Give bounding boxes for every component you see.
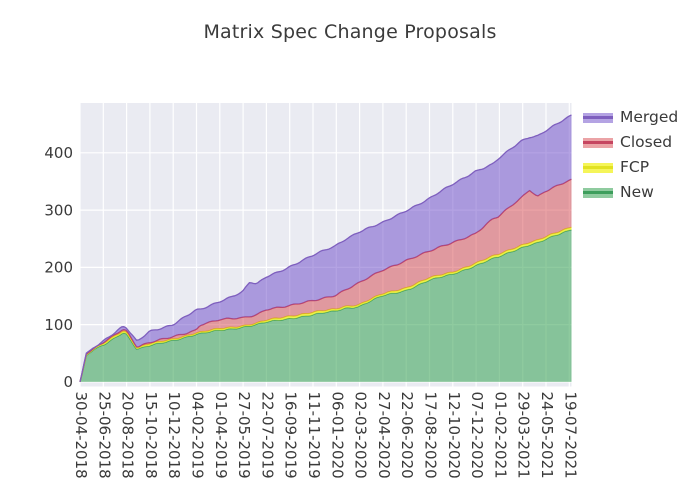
svg-text:10-12-2018: 10-12-2018: [165, 392, 183, 479]
svg-text:22-06-2020: 22-06-2020: [398, 392, 416, 479]
legend-item-fcp: FCP: [583, 158, 678, 177]
legend-label-closed: Closed: [620, 133, 673, 151]
svg-text:22-07-2019: 22-07-2019: [258, 392, 276, 479]
svg-text:07-12-2020: 07-12-2020: [468, 392, 486, 479]
svg-text:27-05-2019: 27-05-2019: [235, 392, 253, 479]
svg-text:29-03-2021: 29-03-2021: [515, 392, 533, 479]
svg-text:200: 200: [44, 259, 73, 277]
legend-item-merged: Merged: [583, 108, 678, 127]
new-swatch-icon: [583, 187, 613, 198]
svg-text:06-01-2020: 06-01-2020: [328, 392, 346, 479]
svg-text:300: 300: [44, 201, 73, 219]
svg-text:25-06-2018: 25-06-2018: [95, 392, 113, 479]
svg-text:24-05-2021: 24-05-2021: [538, 392, 556, 479]
svg-text:16-09-2019: 16-09-2019: [282, 392, 300, 479]
svg-text:27-04-2020: 27-04-2020: [375, 392, 393, 479]
chart-title: Matrix Spec Change Proposals: [203, 21, 497, 43]
svg-text:11-11-2019: 11-11-2019: [305, 392, 323, 479]
svg-text:19-07-2021: 19-07-2021: [561, 392, 579, 479]
svg-text:15-10-2018: 15-10-2018: [142, 392, 160, 479]
svg-text:30-04-2018: 30-04-2018: [72, 392, 90, 479]
legend: Merged Closed FCP New: [583, 108, 678, 202]
legend-label-fcp: FCP: [620, 158, 650, 176]
legend-label-merged: Merged: [620, 108, 679, 126]
svg-text:04-02-2019: 04-02-2019: [189, 392, 207, 479]
svg-text:400: 400: [44, 144, 73, 162]
legend-item-closed: Closed: [583, 133, 678, 152]
legend-label-new: New: [620, 183, 654, 201]
svg-text:12-10-2020: 12-10-2020: [445, 392, 463, 479]
fcp-swatch-icon: [583, 162, 613, 173]
closed-swatch-icon: [583, 137, 613, 148]
svg-text:01-02-2021: 01-02-2021: [491, 392, 509, 479]
svg-text:17-08-2020: 17-08-2020: [422, 392, 440, 479]
svg-text:20-08-2018: 20-08-2018: [119, 392, 137, 479]
svg-text:0: 0: [63, 373, 73, 391]
legend-item-new: New: [583, 183, 678, 202]
merged-swatch-icon: [583, 112, 613, 123]
svg-text:01-04-2019: 01-04-2019: [212, 392, 230, 479]
svg-text:02-03-2020: 02-03-2020: [352, 392, 370, 479]
svg-text:100: 100: [44, 316, 73, 334]
